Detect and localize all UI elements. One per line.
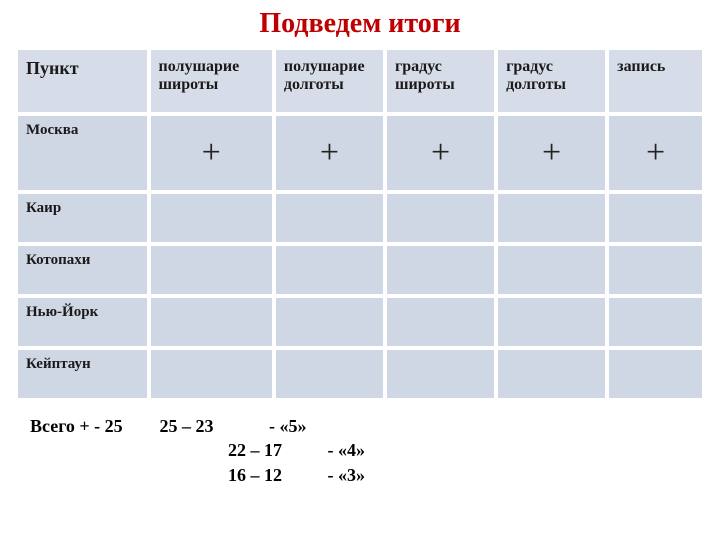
row-label-cotopaxi: Котопахи xyxy=(18,246,147,294)
grading-key: Всего + - 25 25 – 23 - «5» 22 – 17 - «4»… xyxy=(30,414,720,487)
row-label-capetown: Кейптаун xyxy=(18,350,147,398)
col-header-record: запись xyxy=(609,50,702,112)
col-header-lon-deg: градус долготы xyxy=(498,50,605,112)
grading-line-3: 16 – 12 - «3» xyxy=(30,463,720,487)
page-title: Подведем итоги xyxy=(0,0,720,46)
table-row: Кейптаун xyxy=(18,350,702,398)
cell xyxy=(609,350,702,398)
grading-line-2: 22 – 17 - «4» xyxy=(30,438,720,462)
cell xyxy=(276,350,383,398)
range-3: 16 – 12 xyxy=(228,463,323,487)
cell xyxy=(498,246,605,294)
cell xyxy=(609,194,702,242)
cell xyxy=(387,194,494,242)
cell xyxy=(498,194,605,242)
cell xyxy=(151,194,272,242)
table-header-row: Пункт полушарие широты полушарие долготы… xyxy=(18,50,702,112)
cell: + xyxy=(498,116,605,190)
range-4: 22 – 17 xyxy=(228,438,323,462)
cell xyxy=(276,246,383,294)
cell xyxy=(276,298,383,346)
cell: + xyxy=(151,116,272,190)
cell xyxy=(151,246,272,294)
grade-4: - «4» xyxy=(328,440,366,460)
grade-5: - «5» xyxy=(269,416,307,436)
total-label: Всего + - 25 xyxy=(30,414,155,438)
table-row: Котопахи xyxy=(18,246,702,294)
cell: + xyxy=(609,116,702,190)
cell xyxy=(387,350,494,398)
cell xyxy=(498,350,605,398)
range-5: 25 – 23 xyxy=(160,414,265,438)
cell xyxy=(387,246,494,294)
cell xyxy=(276,194,383,242)
results-table-container: Пункт полушарие широты полушарие долготы… xyxy=(14,46,706,402)
col-header-lat-deg: градус широты xyxy=(387,50,494,112)
cell: + xyxy=(276,116,383,190)
table-row: Нью-Йорк xyxy=(18,298,702,346)
row-label-newyork: Нью-Йорк xyxy=(18,298,147,346)
row-label-cairo: Каир xyxy=(18,194,147,242)
cell xyxy=(609,298,702,346)
col-header-lat-hemi: полушарие широты xyxy=(151,50,272,112)
cell xyxy=(609,246,702,294)
table-row: Москва + + + + + xyxy=(18,116,702,190)
cell xyxy=(387,298,494,346)
grade-3: - «3» xyxy=(328,465,366,485)
grading-line-1: Всего + - 25 25 – 23 - «5» xyxy=(30,414,720,438)
col-header-point: Пункт xyxy=(18,50,147,112)
table-row: Каир xyxy=(18,194,702,242)
cell xyxy=(151,298,272,346)
col-header-lon-hemi: полушарие долготы xyxy=(276,50,383,112)
results-table: Пункт полушарие широты полушарие долготы… xyxy=(14,46,706,402)
cell: + xyxy=(387,116,494,190)
cell xyxy=(151,350,272,398)
row-label-moscow: Москва xyxy=(18,116,147,190)
cell xyxy=(498,298,605,346)
